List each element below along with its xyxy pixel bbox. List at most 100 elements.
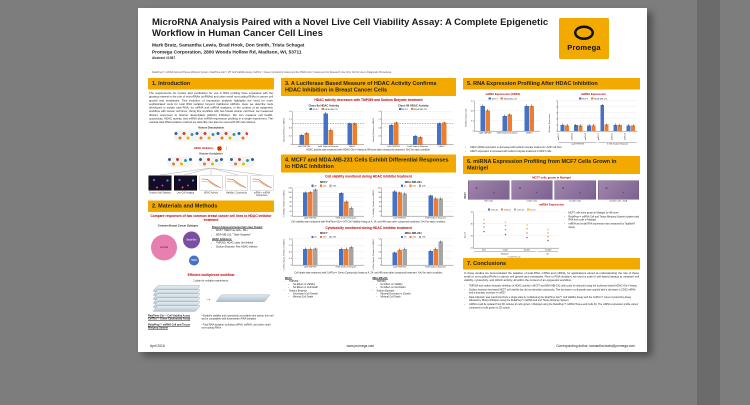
legal-disclaimer: ReliaPrep™ miRNA Cell and Tissue Minipre… [152,71,392,75]
matrigel-sample: 500 Cells [468,180,510,203]
list-item: Sodium Butyrate: Pan HDAC inhibitor [216,246,274,249]
matrigel-image [597,180,639,200]
introduction-paragraph: The requirements for nucleic acid purifi… [149,91,273,125]
x-category-label: miR-23 [623,132,627,140]
y-tick-label: 1.6 [378,237,382,241]
bar-group [571,101,584,131]
hdac-subheading: HDAC activity decreases with TMP269 and … [314,98,423,102]
bar [402,192,408,217]
x-category-label: 1μM TMP269 [387,144,400,148]
expression-charts: mRNA Expression (CDK2) MCF7 MDA-MB-231 Rel… [464,92,639,145]
hdac-enzyme-blocked-icon [216,145,222,152]
bar [529,104,535,131]
y-axis-label: % Viability, Relative to DMSO [282,189,286,218]
workflow-item: RealTime-Glo™ Cell Viability Assay CellT… [148,314,274,320]
legend-swatch [500,208,504,211]
bar [397,248,403,266]
subtypes-title: Common Breast Cancer Subtypes [157,224,199,228]
list-item: TMP269:No Effect on ViabilityNo Effect o… [377,280,453,289]
x-category-label: miR-16 [570,132,574,140]
y-tick-label: 120 [288,186,292,190]
bar-group [382,188,418,217]
nucleosome-blob [167,156,193,168]
inhibitors-list: TMP269: HDAC class IIa inhibitor Sodium B… [212,241,274,249]
data-point [547,228,549,231]
y-tick-label: 20 [289,209,292,213]
bar-group [430,111,454,145]
x-category-label: 1μM TMP269 [478,131,492,134]
legend-swatch [591,97,594,100]
y-tick-label: 22 [470,246,473,249]
right-arrow-icon: → [204,294,212,303]
bar [438,197,443,217]
nucleosome-blob [229,156,255,168]
legend-swatch [311,235,314,239]
bar [441,121,447,145]
bar-group [598,101,611,131]
workflow-item: ReliaPrep™ miRNA Cell and Tissue Minipre… [148,324,274,330]
x-group-label: 1μM TMP269 [558,141,597,145]
plot-area: 0 0.4 0.8 1.2 [471,100,541,132]
y-axis-label: Activity Relative to DMSO [372,117,375,142]
y-tick-label: 0.4 [378,134,382,138]
legend-item: miR-24 [513,208,524,211]
reference-line [382,123,454,124]
workflow-description: Enables viability and cytotoxicity at mu… [202,314,275,320]
bar [480,104,486,131]
bar [343,200,349,217]
bar [392,251,398,266]
bar [485,109,491,131]
open-chromatin-illustration [148,156,274,168]
list-item: Data collection was maximized from a sin… [469,296,638,302]
y-tick-label: 80 [289,195,292,199]
cytotoxicity-charts: MCF7 4h 24h 48h CellTox Signal, Relative to … [282,232,455,270]
bar-group [406,111,430,145]
legend-swatch [329,184,332,187]
matrigel-row-label: MCF7 [464,192,467,199]
class-iia-hdac-chart: Class IIa HDAC Activity MCF7 MDA-MB-231 Act… [282,104,366,147]
basal-subtype-circle: Basal-like [183,231,200,249]
bar-group [316,111,340,145]
bar [573,123,578,131]
bar-group [328,188,364,217]
chart-title: Class I/II HDAC Activity [398,104,429,108]
viability-mcf7-chart: MCF7 4h 24h 48h % Viability, Relative to DMS… [282,181,366,219]
y-tick-label: 5 [556,99,558,102]
y-tick-label: 2 [556,117,558,120]
bar-group [585,101,598,131]
list-item: miRNA and small RNA expression was measu… [568,223,640,229]
bar [587,124,592,131]
nucleosome-blob [198,156,224,168]
diagram-top-label: Histone Deacetylation [197,126,225,130]
legend-swatch [321,107,324,111]
bar [328,128,333,145]
poster-footer: April 2016 www.promega.com Corresponding… [150,345,635,349]
y-tick-label: 100 [377,191,382,194]
plot-area: 22 26 30 34 [470,211,559,249]
list-item: Minimal Decrease in Growth [381,293,453,296]
poster-sheet: MicroRNA Analysis Paired with a Novel Li… [138,8,647,352]
x-category-label: 1μM TMP269 [393,216,406,220]
y-tick-label: 4 [556,105,558,108]
conclusions-paragraph: In these studies we demonstrated the iso… [464,271,639,283]
summary-mda: MDA-MB-231: TMP269:No Effect on Viabilit… [373,277,453,299]
bar-group [293,188,329,217]
x-category-label: 5mM Sodium Butyrate [335,265,357,269]
cytotoxicity-caption: Cell death was measured with CellTox™ Gr… [294,271,443,275]
legend-swatch [500,97,503,100]
list-item: TMP269:No Effect on ViabilityNo Effect o… [289,280,365,289]
list-item: CDK2 mRNA expression is decreased with s… [470,147,637,150]
plot-area: 0 0.4 0.8 1.2 1.6 [378,238,454,266]
legend-label: 4h [403,184,407,188]
bar [433,247,438,266]
bar [502,114,508,131]
data-point [483,218,485,221]
bar [433,197,438,217]
x-category-label: 5mM Sodium Butyrate [335,216,357,220]
bar [604,123,609,131]
y-tick-label: 0.4 [288,257,292,260]
y-tick-label: 0.4 [378,257,382,260]
matrigel-image-row: MCF7 500 Cells 2,000 Cells 10,000 Cells 10,… [464,180,639,203]
legend-item: MDA-MB-231 [321,107,338,111]
